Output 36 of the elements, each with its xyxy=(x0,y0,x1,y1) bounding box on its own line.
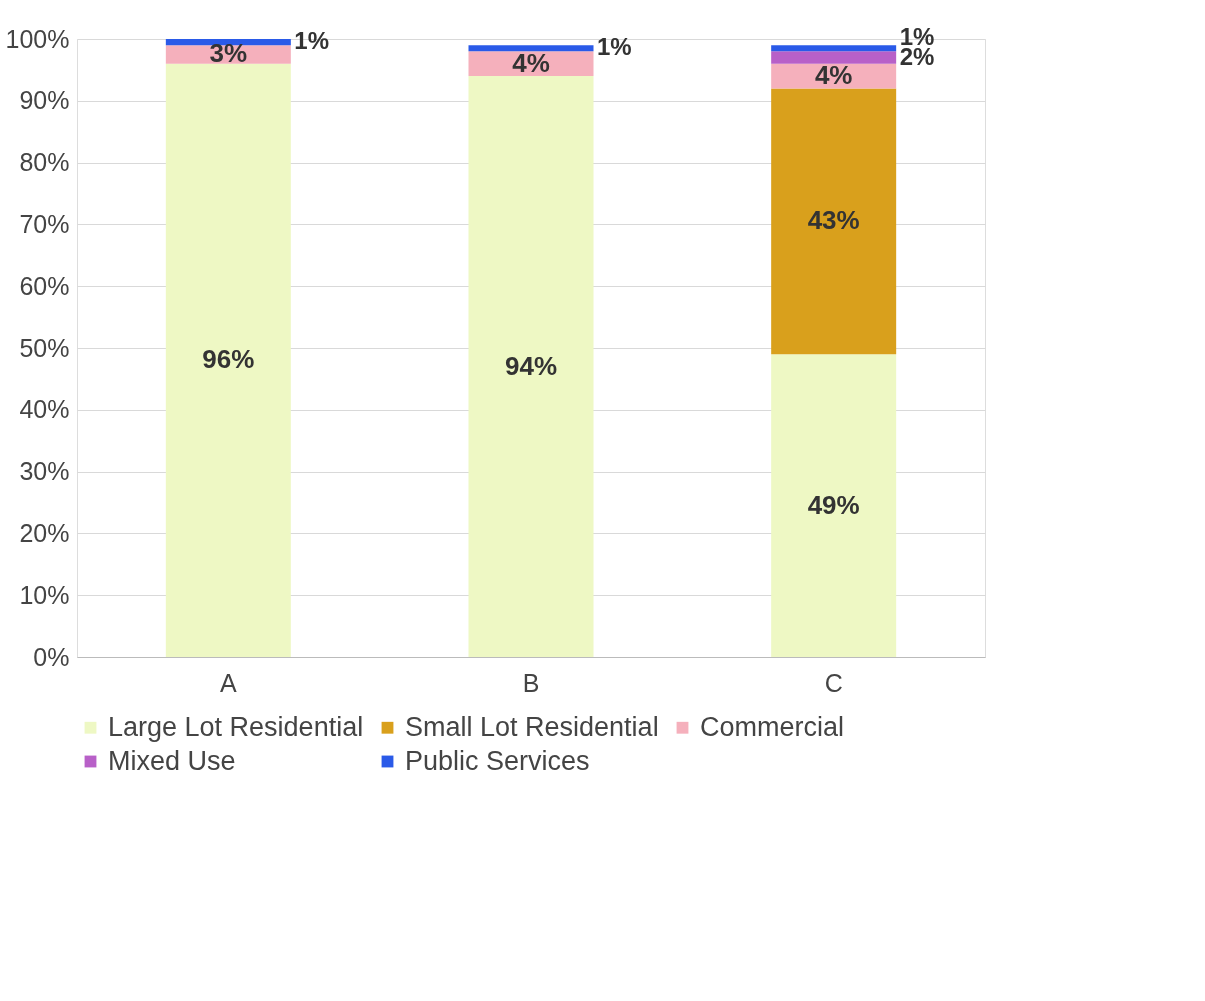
bar xyxy=(165,63,291,657)
legend-label: Mixed Use xyxy=(108,745,236,776)
data-label: 43% xyxy=(807,205,860,236)
y-tick-label: 40% xyxy=(19,395,70,424)
y-tick-label: 70% xyxy=(19,209,70,238)
y-tick-label: 0% xyxy=(33,642,70,671)
bar xyxy=(468,76,594,657)
y-tick-label: 80% xyxy=(19,148,70,177)
y-tick-label: 20% xyxy=(19,518,70,547)
y-tick-label: 30% xyxy=(19,457,70,486)
bar xyxy=(771,88,897,355)
legend-label: Public Services xyxy=(405,745,590,776)
y-tick-label: 60% xyxy=(19,271,70,300)
x-tick-label: B xyxy=(522,668,540,697)
data-label: 1% xyxy=(597,33,632,61)
bar xyxy=(771,51,897,64)
y-tick-label: 50% xyxy=(19,333,70,362)
data-label: 1% xyxy=(294,27,330,55)
y-tick-label: 100% xyxy=(5,24,70,53)
y-tick-label: 10% xyxy=(19,580,70,609)
x-tick-label: A xyxy=(219,668,237,697)
legend-label: Commercial xyxy=(700,711,845,742)
data-label: 49% xyxy=(807,489,860,520)
data-label: 96% xyxy=(202,344,255,375)
bar xyxy=(468,45,594,52)
x-tick-label: C xyxy=(824,668,843,697)
bar xyxy=(165,39,291,46)
bar xyxy=(771,45,897,52)
legend-label: Large Lot Residential xyxy=(108,711,364,742)
legend-label: Small Lot Residential xyxy=(405,711,659,742)
data-label: 4% xyxy=(814,60,853,91)
data-label: 3% xyxy=(209,38,248,69)
y-tick-label: 90% xyxy=(19,86,70,115)
data-label: 94% xyxy=(504,350,558,381)
data-label: 4% xyxy=(512,47,550,78)
bar xyxy=(771,354,897,657)
